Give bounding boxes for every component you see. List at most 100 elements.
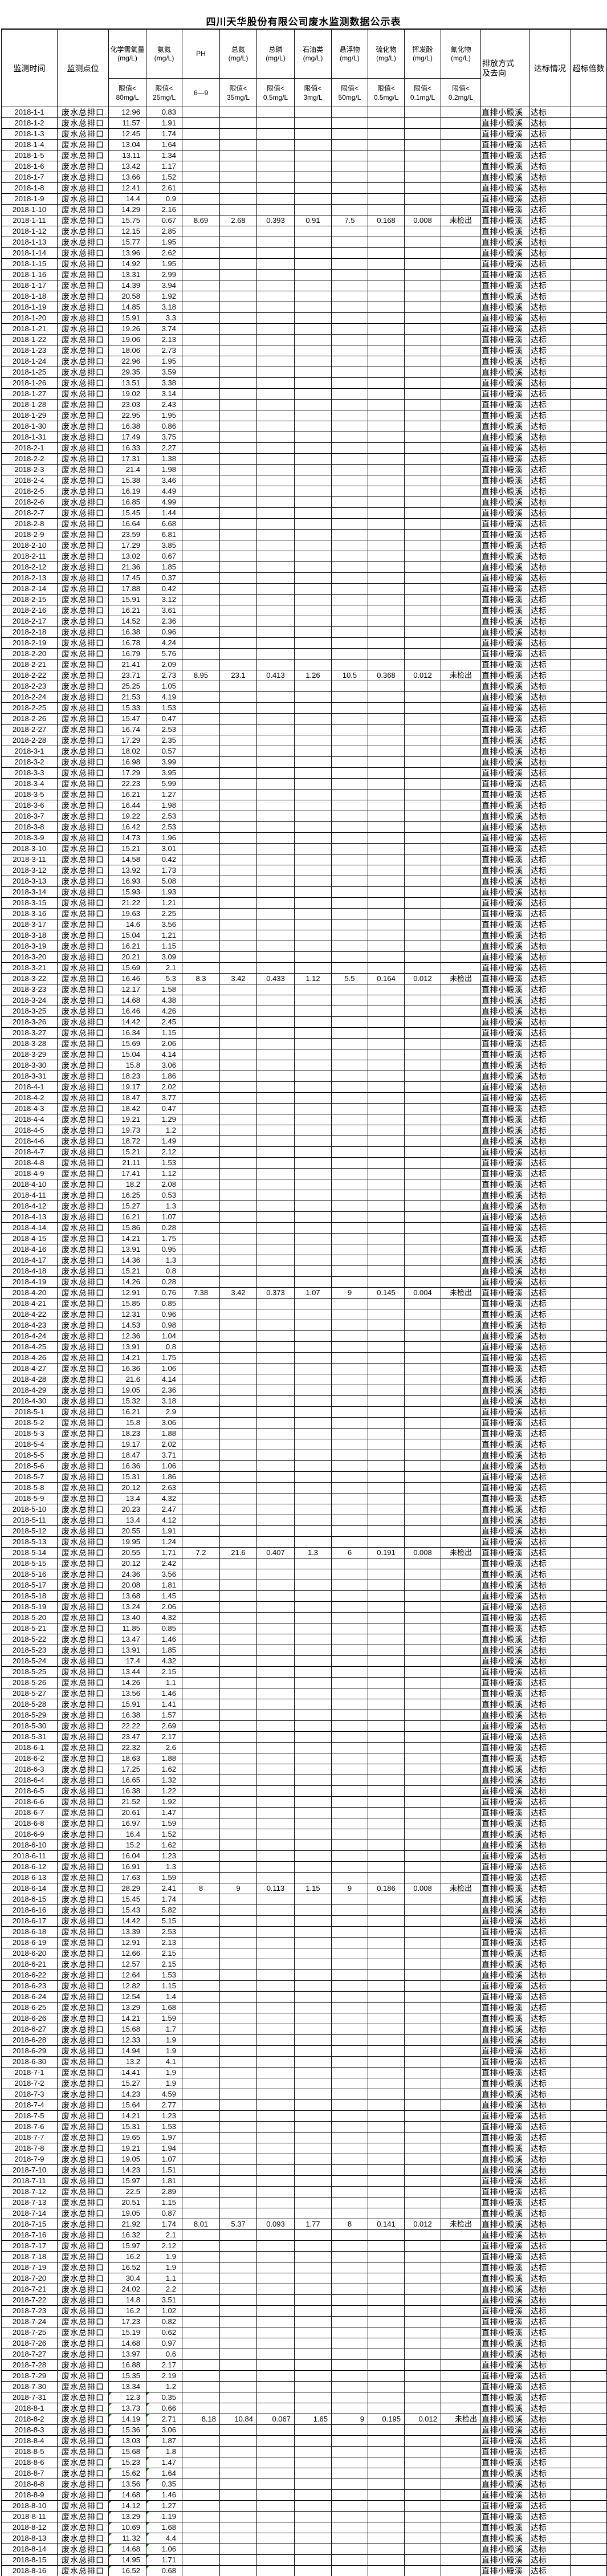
cell-sulfide <box>368 2468 405 2479</box>
cell-nh3: 2.53 <box>146 1926 182 1938</box>
cell-date: 2018-4-2 <box>1 1092 58 1104</box>
cell-cod: 16.93 <box>108 876 146 887</box>
cell-ph <box>182 691 220 703</box>
cell-date: 2018-3-20 <box>1 951 58 963</box>
cell-ss <box>331 2067 368 2078</box>
cell-oil <box>294 377 332 389</box>
cell-cod: 16.78 <box>108 637 146 649</box>
cell-cod: 13.29 <box>108 2002 146 2013</box>
cell-site: 废水总排口 <box>57 128 109 140</box>
cell-discharge: 直排小殿溪 <box>480 2294 530 2306</box>
cell-tp <box>256 2522 295 2533</box>
cell-date: 2018-4-6 <box>1 1136 58 1147</box>
cell-nh3: 0.67 <box>146 215 182 226</box>
cell-phenol <box>404 1125 441 1136</box>
cell-cyanide <box>441 150 481 161</box>
cell-discharge: 直排小殿溪 <box>480 1244 530 1255</box>
cell-tn <box>219 1688 257 1699</box>
cell-nh3: 0.66 <box>146 2403 182 2414</box>
cell-status: 达标 <box>529 1363 571 1374</box>
cell-site: 废水总排口 <box>57 1016 109 1028</box>
cell-phenol <box>404 421 441 432</box>
cell-cyanide <box>441 789 481 800</box>
cell-nh3: 1.64 <box>146 2468 182 2479</box>
cell-site: 废水总排口 <box>57 1038 109 1049</box>
cell-exceed <box>570 2034 607 2046</box>
cell-sulfide <box>368 1395 405 1407</box>
cell-sulfide <box>368 2381 405 2392</box>
cell-site: 废水总排口 <box>57 1406 109 1418</box>
cell-tp <box>256 258 295 270</box>
cell-sulfide <box>368 2284 405 2295</box>
cell-cyanide <box>441 919 481 930</box>
cell-cod: 21.4 <box>108 464 146 475</box>
cell-cyanide <box>441 2045 481 2057</box>
cell-tn <box>219 334 257 345</box>
cell-nh3: 4.99 <box>146 497 182 508</box>
cell-cyanide <box>441 1374 481 1385</box>
cell-tp <box>256 1948 295 1959</box>
cell-date: 2018-1-30 <box>1 421 58 432</box>
cell-sulfide <box>368 843 405 854</box>
cell-tp <box>256 1125 295 1136</box>
cell-phenol <box>404 1558 441 1569</box>
cell-ss <box>331 1655 368 1667</box>
cell-status: 达标 <box>529 713 571 725</box>
cell-exceed <box>570 377 607 389</box>
table-row: 2018-7-14 废水总排口 19.05 0.87 直排小殿溪 达标 <box>1 2208 607 2219</box>
cell-tn <box>219 1525 257 1537</box>
cell-ph <box>182 854 220 865</box>
cell-ss <box>331 2544 368 2555</box>
cell-oil <box>294 1471 332 1483</box>
cell-nh3: 1.45 <box>146 1590 182 1602</box>
cell-cod: 18.23 <box>108 1071 146 1082</box>
cell-cod: 14.52 <box>108 616 146 627</box>
cell-status: 达标 <box>529 2229 571 2241</box>
cell-tn <box>219 486 257 497</box>
cell-nh3: 4.32 <box>146 1612 182 1623</box>
cell-ss <box>331 2316 368 2327</box>
table-row: 2018-6-20 废水总排口 12.66 2.15 直排小殿溪 达标 <box>1 1948 607 1959</box>
cell-discharge: 直排小殿溪 <box>480 616 530 627</box>
cell-tp <box>256 1915 295 1927</box>
cell-sulfide <box>368 1309 405 1320</box>
cell-date: 2018-3-2 <box>1 756 58 768</box>
cell-phenol <box>404 1103 441 1114</box>
cell-cyanide <box>441 410 481 421</box>
cell-discharge: 直排小殿溪 <box>480 713 530 725</box>
table-row: 2018-1-10 废水总排口 14.29 2.16 直排小殿溪 达标 <box>1 204 607 215</box>
cell-oil <box>294 399 332 410</box>
cell-discharge: 直排小殿溪 <box>480 323 530 335</box>
cell-phenol <box>404 746 441 757</box>
cell-discharge: 直排小殿溪 <box>480 670 530 681</box>
cell-date: 2018-1-19 <box>1 302 58 313</box>
cell-cod: 13.11 <box>108 150 146 161</box>
cell-discharge: 直排小殿溪 <box>480 1363 530 1374</box>
cell-date: 2018-1-3 <box>1 128 58 140</box>
cell-cod: 19.22 <box>108 811 146 822</box>
cell-oil: 1.77 <box>294 2219 332 2230</box>
cell-date: 2018-2-16 <box>1 605 58 616</box>
cell-tp <box>256 117 295 129</box>
cell-tn <box>219 2262 257 2273</box>
cell-date: 2018-3-6 <box>1 800 58 811</box>
cell-tn <box>219 832 257 844</box>
cell-site: 废水总排口 <box>57 226 109 237</box>
cell-tn <box>219 237 257 248</box>
cell-nh3: 1.1 <box>146 2273 182 2284</box>
cell-phenol <box>404 756 441 768</box>
table-row: 2018-2-15 废水总排口 15.91 3.12 直排小殿溪 达标 <box>1 594 607 605</box>
cell-oil <box>294 312 332 324</box>
cell-ph <box>182 345 220 356</box>
cell-oil <box>294 1244 332 1255</box>
cell-tp <box>256 756 295 768</box>
cell-site: 废水总排口 <box>57 2013 109 2024</box>
cell-phenol <box>404 367 441 378</box>
cell-ss <box>331 247 368 259</box>
cell-ss <box>331 2132 368 2143</box>
cell-discharge: 直排小殿溪 <box>480 1569 530 1580</box>
cell-cyanide <box>441 2089 481 2100</box>
cell-discharge: 直排小殿溪 <box>480 1547 530 1558</box>
cell-tp <box>256 1785 295 1797</box>
cell-date: 2018-1-31 <box>1 432 58 443</box>
